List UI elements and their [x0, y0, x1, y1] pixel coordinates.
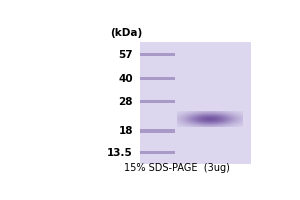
Bar: [140, 42, 251, 164]
Bar: [140, 88, 251, 91]
Bar: [140, 77, 175, 80]
Bar: [140, 70, 251, 73]
Bar: [140, 67, 251, 70]
Bar: [140, 106, 251, 109]
Bar: [140, 55, 251, 58]
Bar: [140, 161, 251, 164]
Bar: [140, 112, 251, 115]
Bar: [140, 119, 251, 122]
Bar: [140, 49, 251, 52]
Bar: [140, 158, 251, 161]
Bar: [140, 137, 251, 140]
Bar: [140, 85, 251, 88]
Bar: [140, 91, 251, 94]
Bar: [140, 131, 251, 134]
Text: 57: 57: [118, 50, 133, 60]
Text: 15% SDS-PAGE  (3ug): 15% SDS-PAGE (3ug): [124, 163, 230, 173]
Bar: [140, 100, 175, 103]
Text: 40: 40: [118, 74, 133, 84]
Bar: [140, 82, 251, 85]
Bar: [140, 53, 175, 56]
Bar: [140, 97, 251, 100]
Text: 13.5: 13.5: [107, 148, 133, 158]
Bar: [140, 73, 251, 76]
Bar: [140, 42, 251, 46]
Bar: [140, 151, 175, 154]
Bar: [140, 125, 251, 128]
Bar: [140, 109, 251, 112]
Bar: [140, 79, 251, 82]
Bar: [140, 103, 251, 106]
Bar: [140, 149, 251, 152]
Bar: [140, 58, 251, 61]
Bar: [140, 100, 251, 103]
Bar: [140, 155, 251, 158]
Bar: [140, 46, 251, 49]
Bar: [140, 76, 251, 79]
Bar: [140, 52, 251, 55]
Bar: [140, 129, 175, 133]
Bar: [140, 122, 251, 125]
Text: 18: 18: [118, 126, 133, 136]
Bar: [140, 152, 251, 155]
Bar: [140, 140, 251, 143]
Bar: [140, 115, 251, 119]
Text: (kDa): (kDa): [110, 28, 142, 38]
Bar: [140, 64, 251, 67]
Bar: [140, 146, 251, 149]
Bar: [140, 94, 251, 97]
Text: 28: 28: [118, 97, 133, 107]
Bar: [140, 128, 251, 131]
Bar: [140, 61, 251, 64]
Bar: [140, 143, 251, 146]
Bar: [140, 134, 251, 137]
